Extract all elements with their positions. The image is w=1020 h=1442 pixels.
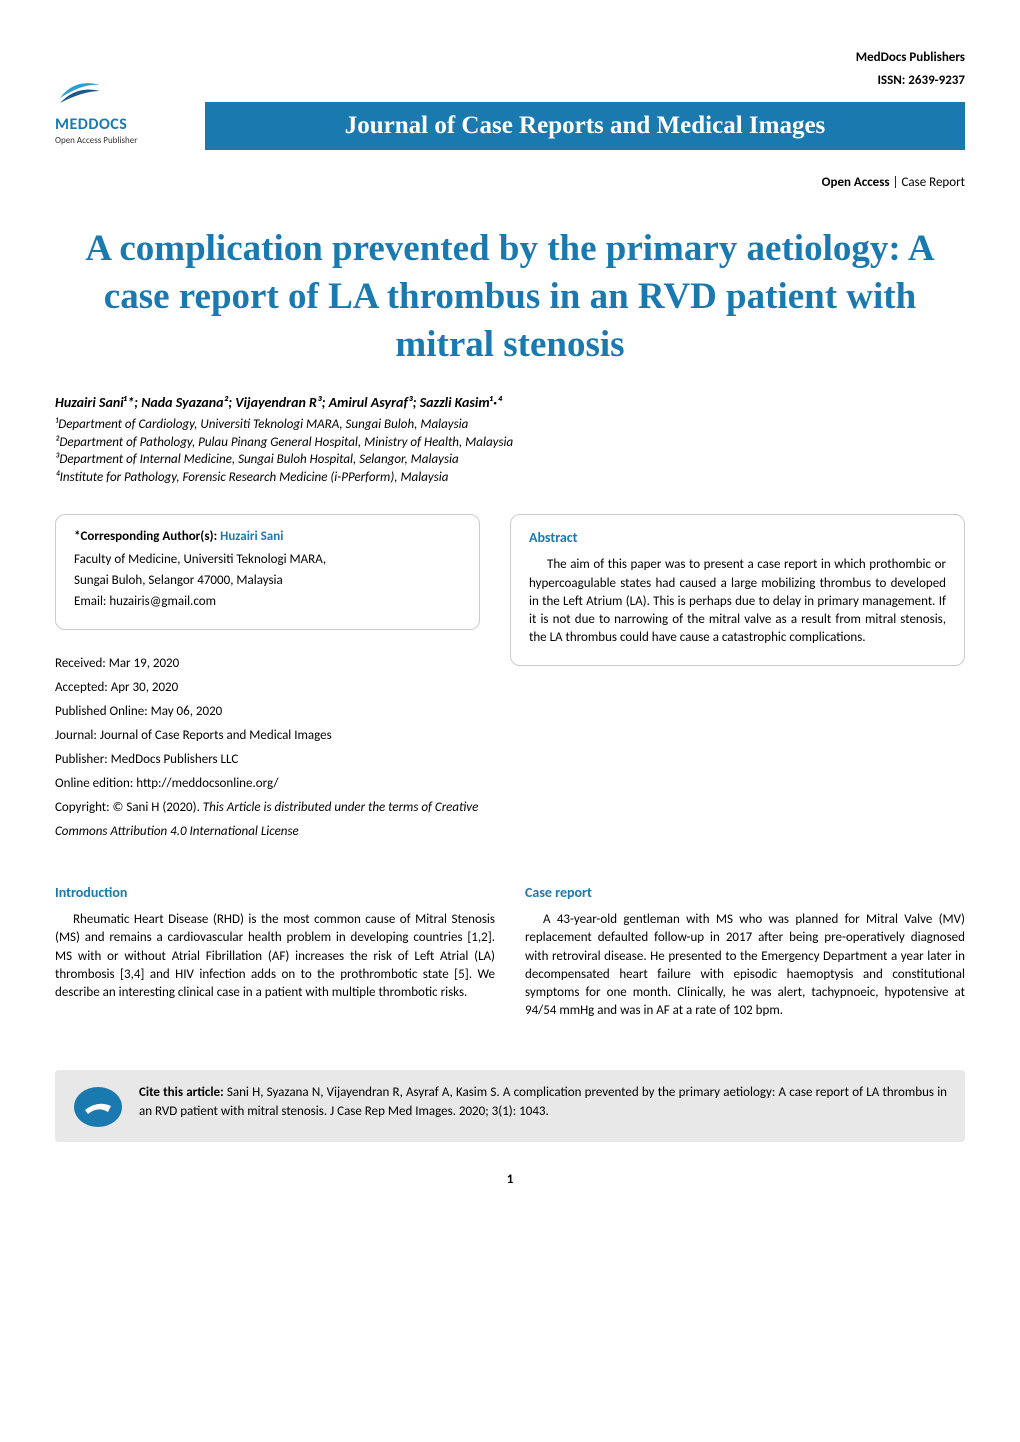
abstract-heading: Abstract xyxy=(529,529,946,546)
case-report-heading: Case report xyxy=(525,884,965,901)
introduction-heading: Introduction xyxy=(55,884,495,901)
corresponding-name: Huzairi Sani xyxy=(220,529,283,544)
published-date: Published Online: May 06, 2020 xyxy=(55,700,480,724)
corresponding-prefix: *Corresponding Author(s): xyxy=(74,529,220,544)
citation-label: Cite this article: xyxy=(139,1085,227,1100)
article-title: A complication prevented by the primary … xyxy=(85,225,935,369)
article-meta: Received: Mar 19, 2020 Accepted: Apr 30,… xyxy=(55,652,480,844)
journal-banner: Journal of Case Reports and Medical Imag… xyxy=(205,102,965,150)
journal-meta: Journal: Journal of Case Reports and Med… xyxy=(55,724,480,748)
issn-label: ISSN: 2639-9237 xyxy=(205,73,965,88)
affiliation-1: ¹Department of Cardiology, Universiti Te… xyxy=(55,416,965,434)
abstract-text: The aim of this paper was to present a c… xyxy=(529,556,946,647)
copyright-lead: Copyright: © Sani H (2020). xyxy=(55,800,203,815)
publisher-logo: MEDDOCS Open Access Publisher xyxy=(55,73,185,146)
affiliation-3: ³Department of Internal Medicine, Sungai… xyxy=(55,451,965,469)
author-list: Huzairi Sani¹*; Nada Syazana²; Vijayendr… xyxy=(55,394,965,411)
logo-text-main: MEDDOCS xyxy=(55,117,185,133)
copyright-line: Copyright: © Sani H (2020). This Article… xyxy=(55,796,480,844)
affiliation-4: ⁴Institute for Pathology, Forensic Resea… xyxy=(55,469,965,487)
introduction-text: Rheumatic Heart Disease (RHD) is the mos… xyxy=(55,911,495,1002)
article-type-line: Open Access | Case Report xyxy=(205,175,965,190)
case-report-text: A 43-year-old gentleman with MS who was … xyxy=(525,911,965,1020)
citation-text: Cite this article: Sani H, Syazana N, Vi… xyxy=(139,1084,947,1120)
abstract-box: Abstract The aim of this paper was to pr… xyxy=(510,514,965,666)
logo-text-sub: Open Access Publisher xyxy=(55,135,185,146)
corresponding-line-2: Sungai Buloh, Selangor 47000, Malaysia xyxy=(74,571,461,592)
accepted-date: Accepted: Apr 30, 2020 xyxy=(55,676,480,700)
affiliation-2: ²Department of Pathology, Pulau Pinang G… xyxy=(55,434,965,452)
article-type-label: Case Report xyxy=(901,175,965,190)
page-number: 1 xyxy=(55,1172,965,1187)
citation-body: Sani H, Syazana N, Vijayendran R, Asyraf… xyxy=(139,1085,947,1118)
publisher-label: MedDocs Publishers xyxy=(55,50,965,65)
corresponding-author-box: *Corresponding Author(s): Huzairi Sani F… xyxy=(55,514,480,629)
citation-icon xyxy=(73,1086,123,1128)
publisher-meta: Publisher: MedDocs Publishers LLC xyxy=(55,748,480,772)
online-edition: Online edition: http://meddocsonline.org… xyxy=(55,772,480,796)
received-date: Received: Mar 19, 2020 xyxy=(55,652,480,676)
open-access-label: Open Access xyxy=(822,175,890,190)
header-row: MEDDOCS Open Access Publisher ISSN: 2639… xyxy=(55,73,965,190)
logo-swoosh-icon xyxy=(55,73,105,113)
citation-box: Cite this article: Sani H, Syazana N, Vi… xyxy=(55,1070,965,1142)
corresponding-line-3: Email: huzairis@gmail.com xyxy=(74,592,461,613)
corresponding-line-1: Faculty of Medicine, Universiti Teknolog… xyxy=(74,550,461,571)
corresponding-author-title: *Corresponding Author(s): Huzairi Sani xyxy=(74,529,461,544)
